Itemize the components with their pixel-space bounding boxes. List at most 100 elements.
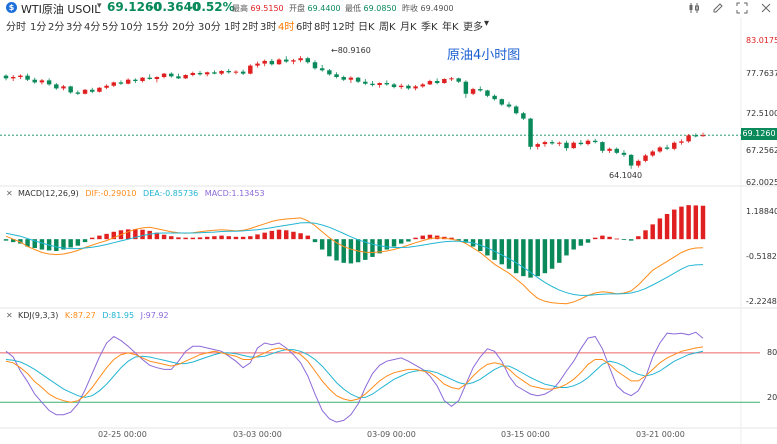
candle [226, 68, 231, 74]
candle [82, 89, 88, 95]
macd-bar [456, 239, 461, 241]
macd-bar [643, 230, 648, 240]
candle-body [204, 72, 210, 75]
toolbar [687, 1, 777, 15]
timeframe-tab[interactable]: 3分 [66, 22, 83, 33]
timeframe-tab[interactable]: 季K [421, 22, 438, 33]
timeframe-tab[interactable]: 日K [358, 22, 375, 33]
timeframe-tab[interactable]: 6时 [296, 22, 313, 33]
candle-icon[interactable] [687, 1, 701, 15]
timeframe-tab[interactable]: 10分 [120, 22, 143, 33]
macd-bar [449, 237, 454, 240]
candle-body [535, 144, 540, 147]
candle-body [398, 85, 404, 88]
candle [485, 89, 490, 98]
candle [636, 159, 641, 168]
macd-bar [327, 239, 332, 257]
candle [391, 83, 397, 89]
timeframe-tab[interactable]: 12时 [332, 22, 355, 33]
candle [54, 83, 59, 90]
timeframe-tab[interactable]: 4分 [84, 22, 101, 33]
timeframe-tab[interactable]: 分时 [6, 22, 26, 33]
candle-body [485, 90, 490, 96]
macd-bar [262, 232, 267, 240]
macd-bar [276, 229, 282, 240]
candle [32, 77, 37, 84]
macd-bar [370, 239, 375, 257]
timeframe-tab[interactable]: 更多 [463, 22, 483, 33]
candle [276, 58, 282, 65]
macd-bar [147, 230, 152, 240]
candle-body [506, 104, 512, 107]
timeframe-tab[interactable]: 30分 [198, 22, 221, 33]
timeframe-tab[interactable]: 4时 [278, 22, 295, 33]
timeframe-tab[interactable]: 1分 [30, 22, 47, 33]
candle [492, 94, 497, 101]
macd-bar [54, 239, 59, 252]
timeframe-tab[interactable]: 20分 [172, 22, 195, 33]
candle [442, 78, 447, 84]
macd-bar [506, 239, 512, 269]
candle [284, 56, 289, 63]
candle-body [693, 135, 699, 137]
candle [25, 73, 30, 82]
macd-bar [161, 234, 167, 240]
candle [61, 85, 66, 91]
macd-bar [219, 235, 224, 240]
candle [3, 74, 9, 81]
timeframe-tab[interactable]: 1时 [224, 22, 241, 33]
fullscreen-icon[interactable] [735, 1, 749, 15]
candle-body [664, 147, 670, 149]
candle [571, 141, 576, 149]
candle [700, 132, 706, 137]
timeframe-tab[interactable]: 2时 [242, 22, 259, 33]
candle-body [499, 99, 505, 105]
macd-bar [535, 239, 540, 277]
macd-bar [312, 239, 318, 243]
macd-bar [700, 205, 706, 240]
candle [190, 71, 196, 77]
close-icon[interactable] [759, 1, 773, 15]
collapse-icon[interactable]: ✕ [6, 311, 13, 320]
macd-bar [592, 237, 598, 240]
macd-bar [528, 239, 533, 278]
macd-bar [413, 237, 418, 240]
edit-icon[interactable] [711, 1, 725, 15]
timeframe-tab[interactable]: 5分 [102, 22, 119, 33]
kdj-d-value: D:81.95 [102, 311, 135, 320]
candle [420, 83, 425, 88]
macd-bar [607, 236, 612, 240]
kdj-k-value: K:87.27 [64, 311, 96, 320]
symbol-selector[interactable]: WTI原油 USOIL [21, 3, 101, 16]
candle-body [212, 72, 217, 74]
candle [147, 74, 152, 80]
timeframe-tab[interactable]: 8时 [314, 22, 331, 33]
candle [564, 140, 569, 151]
timeframe-tab[interactable]: 15分 [146, 22, 169, 33]
timeframe-tab[interactable]: 年K [442, 22, 459, 33]
macd-bar [348, 239, 354, 264]
chevron-down-icon[interactable]: ▾ [97, 1, 102, 11]
candle-body [650, 151, 655, 156]
timeframe-tab[interactable]: 月K [400, 22, 417, 33]
candle-body [585, 140, 591, 145]
collapse-icon[interactable]: ✕ [6, 189, 13, 198]
macd-bar [212, 236, 217, 240]
macd-bar [10, 239, 16, 243]
last-price: 69.1260 [107, 0, 162, 14]
high-annotation: ←80.9160 [331, 46, 371, 55]
timeframe-tab[interactable]: 周K [379, 22, 396, 33]
macd-bar [492, 239, 497, 260]
macd-bar [169, 236, 174, 240]
low-annotation: 64.1040 [609, 171, 643, 180]
macd-bar [636, 236, 641, 240]
timeframe-tab[interactable]: 3时 [260, 22, 277, 33]
chevron-down-icon[interactable]: ▾ [484, 18, 490, 29]
macd-bar [226, 236, 231, 240]
candle [542, 140, 548, 147]
candle-body [319, 68, 325, 71]
timeframe-tab[interactable]: 2分 [48, 22, 65, 33]
macd-bar [542, 239, 548, 274]
macd-legend: ✕ MACD(12,26,9) DIF:-0.29010 DEA:-0.85736… [6, 189, 265, 198]
